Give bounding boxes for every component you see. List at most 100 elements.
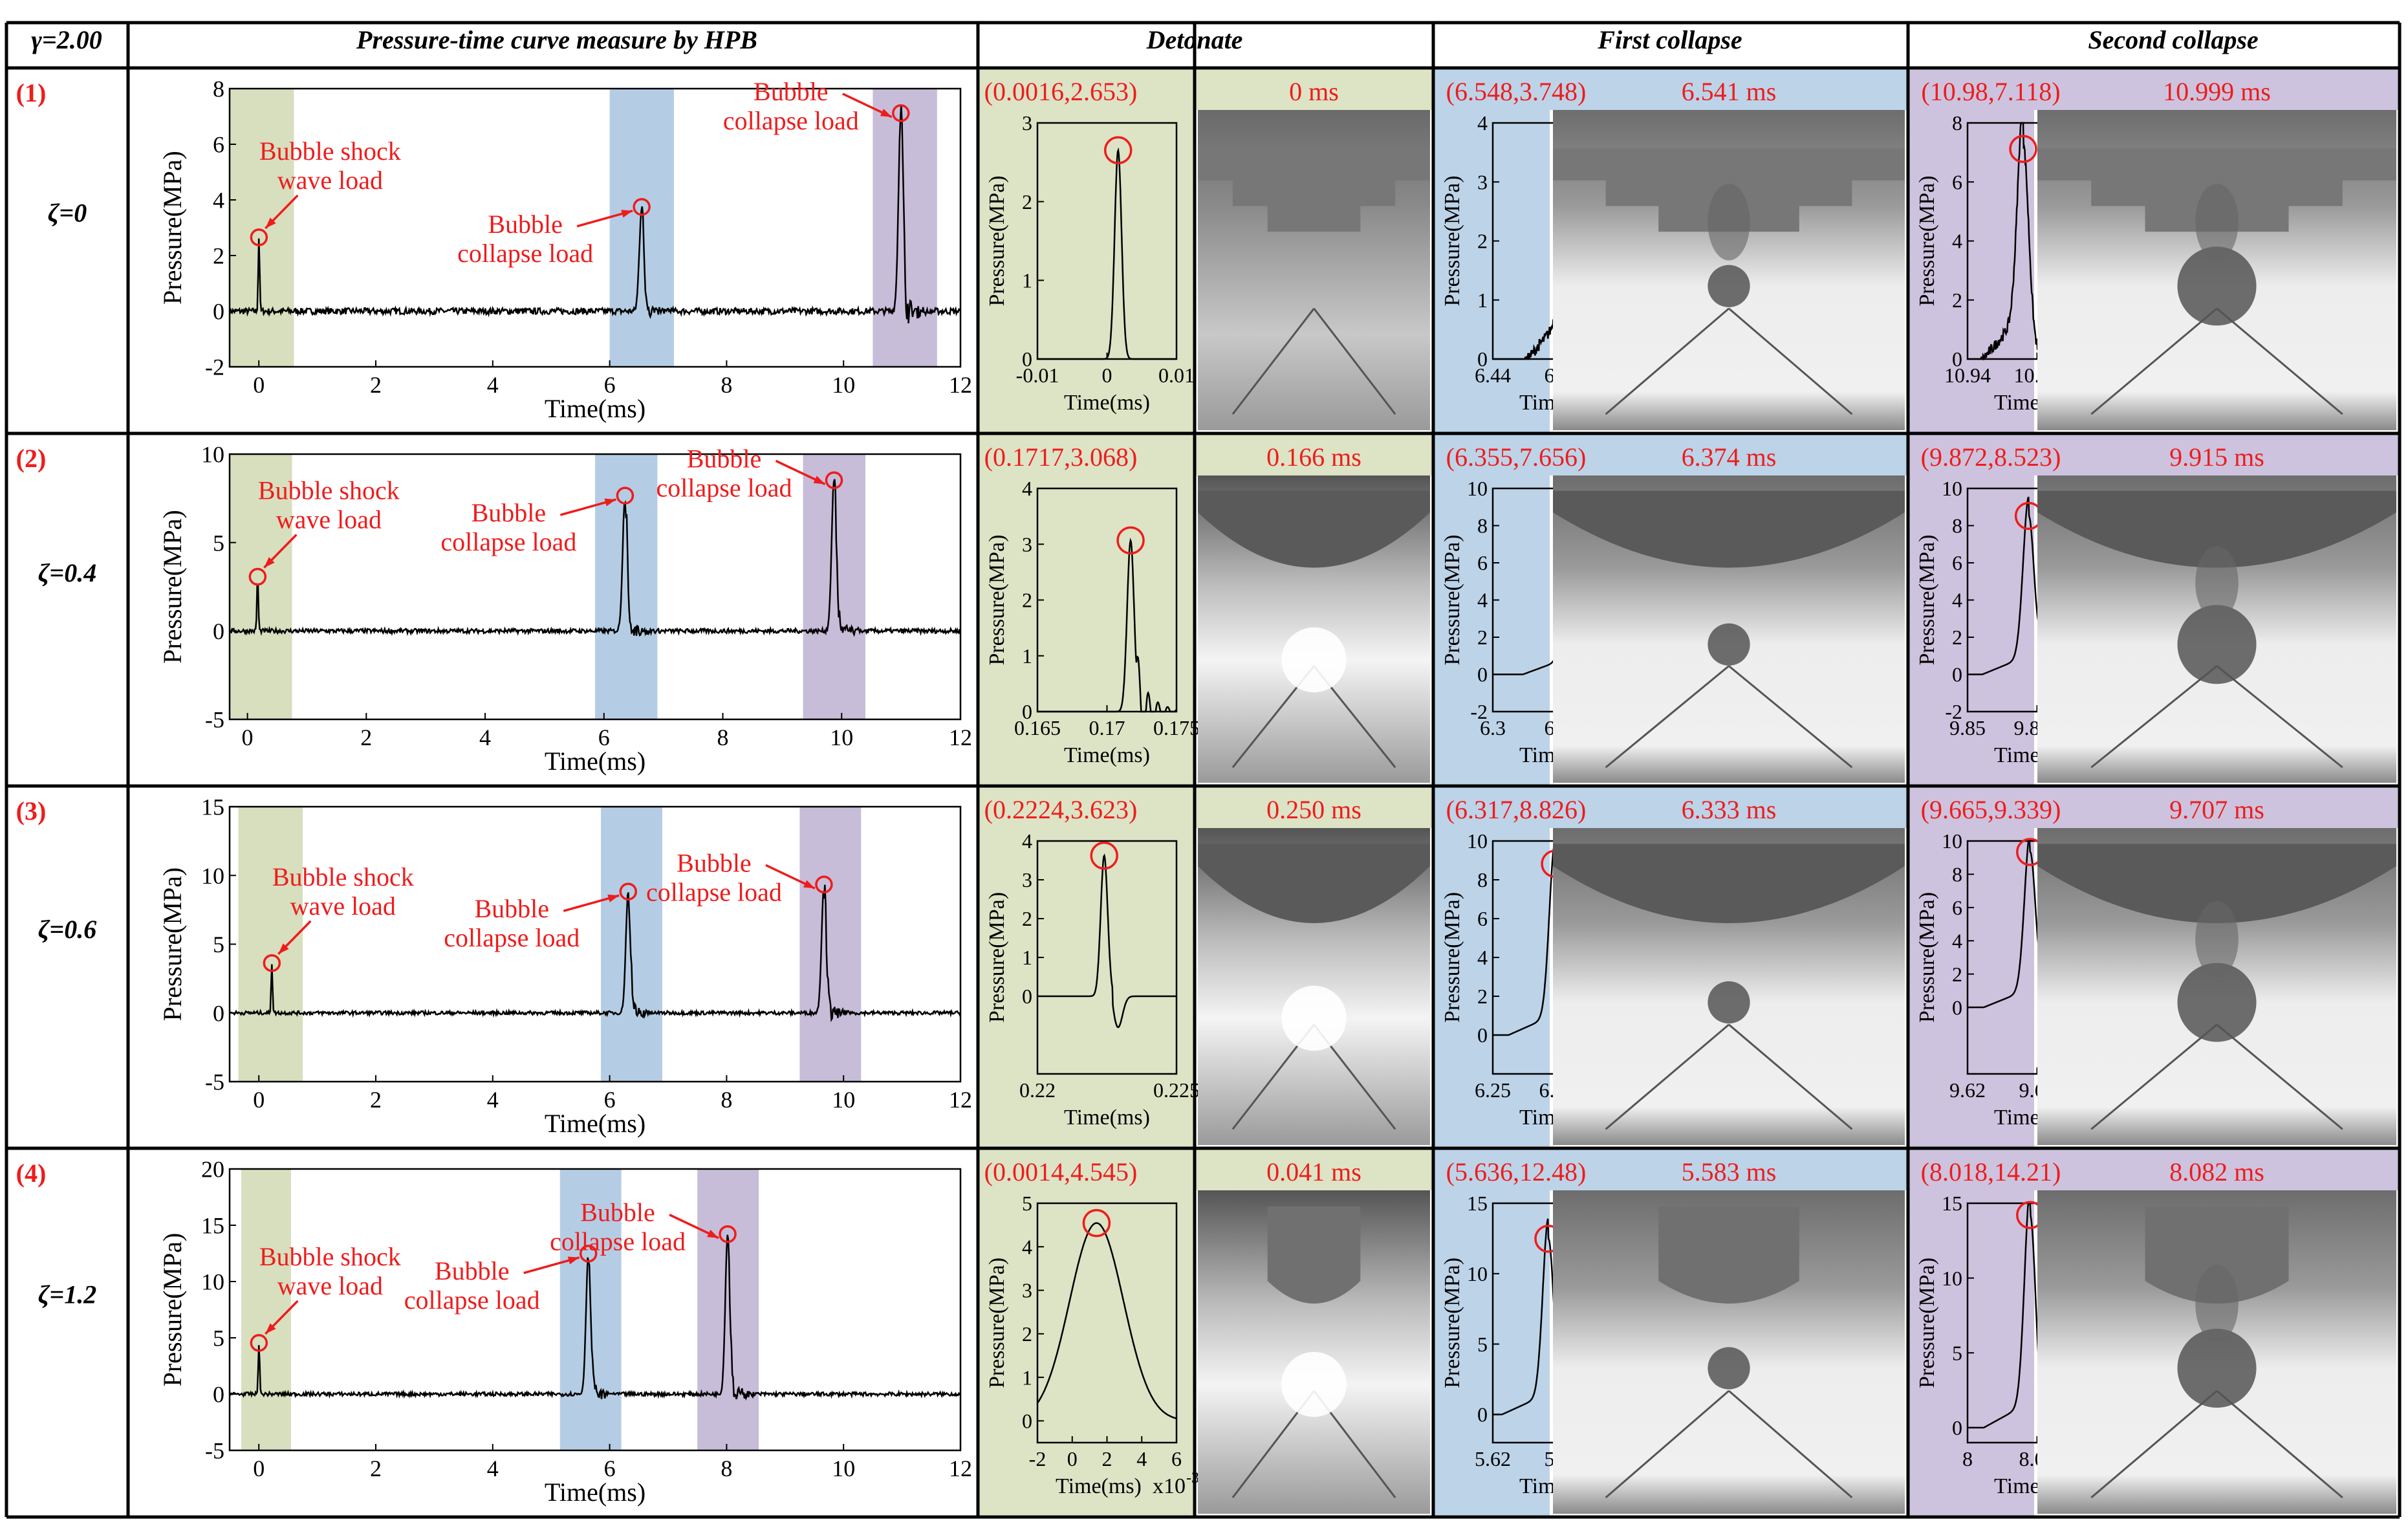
second-frame-time: 8.082 ms bbox=[2169, 1157, 2264, 1186]
wire bbox=[1605, 307, 1730, 415]
det-frame-time: 0 ms bbox=[1289, 77, 1339, 106]
main-xtick-label: 6 bbox=[604, 372, 616, 398]
collapse-label-line1: Bubble bbox=[488, 210, 563, 239]
target-sphere bbox=[1553, 844, 1905, 923]
collapse-label-line1: Bubble bbox=[677, 848, 752, 877]
main-ytick-label: 5 bbox=[213, 932, 224, 957]
main-plot: 0 2 4 6 8 10 12 -5 0 5 10 15 Pressure(MPa) Time(ms) Bu… bbox=[158, 794, 972, 1138]
shock-label-line1: Bubble shock bbox=[259, 136, 401, 166]
main-ytick-label: 6 bbox=[213, 132, 224, 158]
target-cylinder bbox=[2145, 1206, 2289, 1304]
rows: (1)ζ=00 2 4 6 8 10 12-202468Pressure(MPa)Time(… bbox=[16, 76, 2396, 1514]
det-xtick-label: -0.01 bbox=[1016, 364, 1059, 387]
peak-marker bbox=[633, 198, 651, 216]
shock-label-line2: wave load bbox=[290, 891, 396, 921]
main-plot: 0 2 4 6 8 10 12 -2 0 2 4 6 8 Pressure(MPa) Time(ms) Bub… bbox=[158, 76, 972, 423]
peak-marker bbox=[825, 471, 843, 490]
main-ytick-label: 0 bbox=[213, 1382, 224, 1408]
det-x-axis-label: Time(ms) bbox=[1064, 743, 1150, 767]
main-ytick-label: 4 bbox=[213, 188, 224, 213]
second-y-axis-label: Pressure(MPa) bbox=[1915, 175, 1939, 306]
shock-label-line1: Bubble shock bbox=[258, 475, 400, 505]
first-collapse-header: First collapse bbox=[1597, 25, 1742, 54]
det-ytick-label: 4 bbox=[1022, 829, 1032, 853]
collapse-label-line1: Bubble bbox=[754, 77, 829, 106]
first-time-bg bbox=[1550, 68, 1908, 110]
collapse-arrow-head bbox=[607, 894, 620, 902]
det-peak-marker bbox=[1116, 526, 1145, 555]
bubble bbox=[2177, 1328, 2257, 1408]
second-ytick-label: 0 bbox=[1952, 996, 1962, 1019]
explosion-glow bbox=[1281, 985, 1347, 1051]
first-plot-bg bbox=[1433, 68, 1550, 433]
second-peak-coordinate: (9.665,9.339) bbox=[1921, 795, 2061, 824]
second-frame-time: 9.915 ms bbox=[2169, 442, 2264, 472]
det-ytick-label: 1 bbox=[1022, 269, 1032, 292]
second-plot-bg bbox=[1908, 786, 2034, 1148]
second-photo: 9.915 ms bbox=[2037, 442, 2396, 783]
det-peak-marker bbox=[1103, 136, 1133, 164]
first-ytick-label: -2 bbox=[1470, 700, 1488, 723]
det-peak-coordinate: (0.0014,4.545) bbox=[984, 1157, 1138, 1186]
det-ytick-label: 0 bbox=[1022, 700, 1032, 723]
det-ytick-label: 0 bbox=[1022, 347, 1032, 371]
main-xtick-label: 12 bbox=[949, 372, 972, 398]
first-ytick-label: 4 bbox=[1477, 946, 1488, 969]
target-sphere bbox=[2037, 844, 2396, 923]
zeta-label: ζ=1.2 bbox=[38, 1280, 96, 1309]
wire bbox=[1605, 665, 1730, 769]
highlight-band bbox=[241, 1169, 291, 1450]
first-ytick-label: 0 bbox=[1477, 347, 1488, 371]
main-xtick-label: 4 bbox=[487, 1087, 499, 1113]
gamma-label: γ=2.00 bbox=[31, 25, 102, 54]
det-ytick-label: 1 bbox=[1022, 644, 1032, 668]
first-xtick-label: 6.3 bbox=[1480, 716, 1506, 739]
shock-label-line2: wave load bbox=[277, 166, 383, 195]
main-xtick-label: 10 bbox=[832, 1456, 855, 1481]
main-xtick-label: 10 bbox=[830, 725, 853, 750]
first-ytick-label: 2 bbox=[1477, 230, 1488, 253]
wire bbox=[2090, 307, 2218, 415]
main-ytick-label: -5 bbox=[205, 1438, 224, 1464]
main-ytick-label: 10 bbox=[201, 442, 224, 468]
first-ytick-label: 3 bbox=[1477, 170, 1488, 193]
row-4: (4)ζ=1.20 2 4 6 8 10 12-505101520Pressure(MPa)… bbox=[16, 1157, 2396, 1514]
panel-backgrounds bbox=[978, 68, 2400, 1517]
zeta-label: ζ=0 bbox=[48, 198, 87, 227]
det-xtick-label: 0.165 bbox=[1014, 716, 1061, 739]
peak-marker bbox=[250, 228, 268, 246]
row-id: (1) bbox=[16, 78, 47, 107]
first-xtick-label: 6.25 bbox=[1475, 1078, 1511, 1102]
highlight-band bbox=[697, 1169, 759, 1450]
first-plot-bg bbox=[1433, 433, 1550, 786]
main-xtick-label: 12 bbox=[949, 725, 972, 750]
second-ytick-label: -2 bbox=[1945, 700, 1962, 723]
bubble bbox=[1708, 1347, 1750, 1390]
det-ytick-label: 3 bbox=[1022, 532, 1032, 556]
second-time-bg bbox=[2034, 786, 2400, 828]
first-time-bg bbox=[1550, 433, 1908, 475]
main-ytick-label: -5 bbox=[205, 707, 224, 733]
det-ytick-label: 0 bbox=[1022, 1410, 1032, 1433]
main-xtick-label: 10 bbox=[832, 1087, 855, 1113]
main-xtick-label: 8 bbox=[721, 372, 732, 398]
det-y-axis-label: Pressure(MPa) bbox=[985, 892, 1009, 1023]
target-sphere bbox=[1198, 844, 1430, 923]
collapse-label-line2: collapse load bbox=[404, 1285, 540, 1315]
shock-label-line2: wave load bbox=[277, 1271, 383, 1300]
main-ytick-label: 2 bbox=[213, 243, 224, 269]
exponent-base: x10 bbox=[1153, 1474, 1186, 1498]
second-ytick-label: 6 bbox=[1952, 896, 1962, 919]
detonate-time-bg bbox=[1195, 786, 1433, 828]
main-xtick-label: 6 bbox=[604, 1456, 616, 1481]
wire bbox=[1605, 1023, 1730, 1130]
det-y-axis-label: Pressure(MPa) bbox=[985, 175, 1009, 306]
highlight-band bbox=[230, 89, 294, 367]
det-peak-coordinate: (0.2224,3.623) bbox=[984, 795, 1138, 824]
second-photo: 9.707 ms bbox=[2037, 795, 2396, 1145]
shock-arrow-head bbox=[264, 557, 275, 568]
first-peak-coordinate: (5.636,12.48) bbox=[1446, 1157, 1587, 1186]
highlight-band bbox=[238, 807, 303, 1082]
main-xtick-label: 0 bbox=[253, 1087, 265, 1113]
det-ytick-label: 2 bbox=[1022, 190, 1032, 213]
